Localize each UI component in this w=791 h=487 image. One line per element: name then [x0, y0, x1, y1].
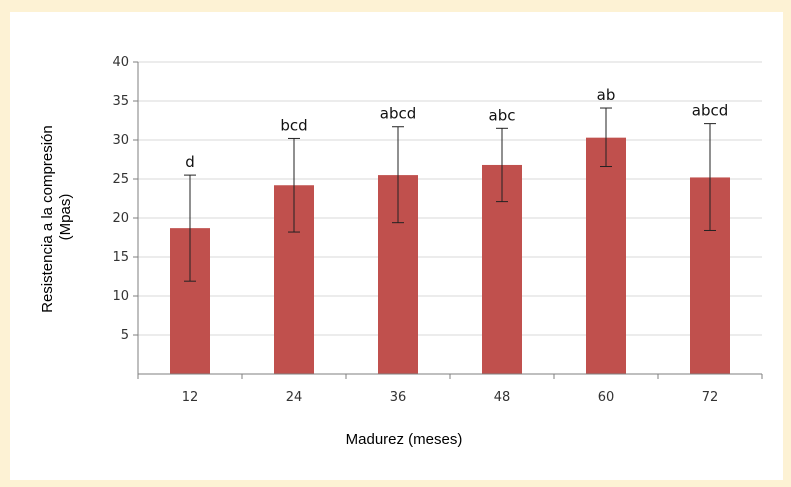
labels: 5 10 15 20 25 30 35 40 d 12 bcd 24 abcd 36 abc 48 ab 60 ab…	[112, 55, 728, 405]
bar-chart: 5 10 15 20 25 30 35 40 d 12 bcd 24 abcd 36 abc 48 ab 60 ab…	[39, 55, 763, 448]
bar-label-72: abcd	[692, 102, 728, 120]
x-axis-title: Madurez (meses)	[346, 431, 463, 448]
bars	[170, 137, 730, 374]
bar-label-12: d	[185, 153, 195, 171]
grid-lines	[138, 61, 762, 336]
x-tick-label: 36	[390, 390, 407, 405]
x-tick-label: 12	[182, 390, 199, 405]
x-tick-label: 48	[494, 390, 511, 405]
x-tick-label: 72	[702, 390, 719, 405]
y-axis-title-line-1: Resistencia a la compresión	[39, 125, 56, 313]
bar-60	[586, 137, 626, 374]
y-axis-title-line-2: (Mpas)	[57, 194, 74, 241]
axes	[133, 61, 763, 379]
y-tick-label: 10	[112, 289, 129, 304]
x-tick-label: 60	[598, 390, 615, 405]
y-axis-title: Resistencia a la compresión (Mpas)	[39, 121, 74, 313]
bar-label-36: abcd	[380, 105, 416, 123]
chart-frame: 5 10 15 20 25 30 35 40 d 12 bcd 24 abcd 36 abc 48 ab 60 ab…	[10, 12, 783, 480]
bar-label-24: bcd	[280, 116, 307, 134]
y-tick-label: 40	[112, 55, 129, 70]
bar-label-60: ab	[597, 86, 616, 104]
bar-label-48: abc	[489, 106, 516, 124]
y-tick-label: 30	[112, 133, 129, 148]
error-bars	[184, 107, 716, 282]
y-tick-label: 5	[121, 328, 129, 343]
y-tick-label: 20	[112, 211, 129, 226]
y-tick-label: 35	[112, 94, 129, 109]
y-tick-label: 15	[112, 250, 129, 265]
x-tick-label: 24	[286, 390, 303, 405]
y-tick-label: 25	[112, 172, 129, 187]
